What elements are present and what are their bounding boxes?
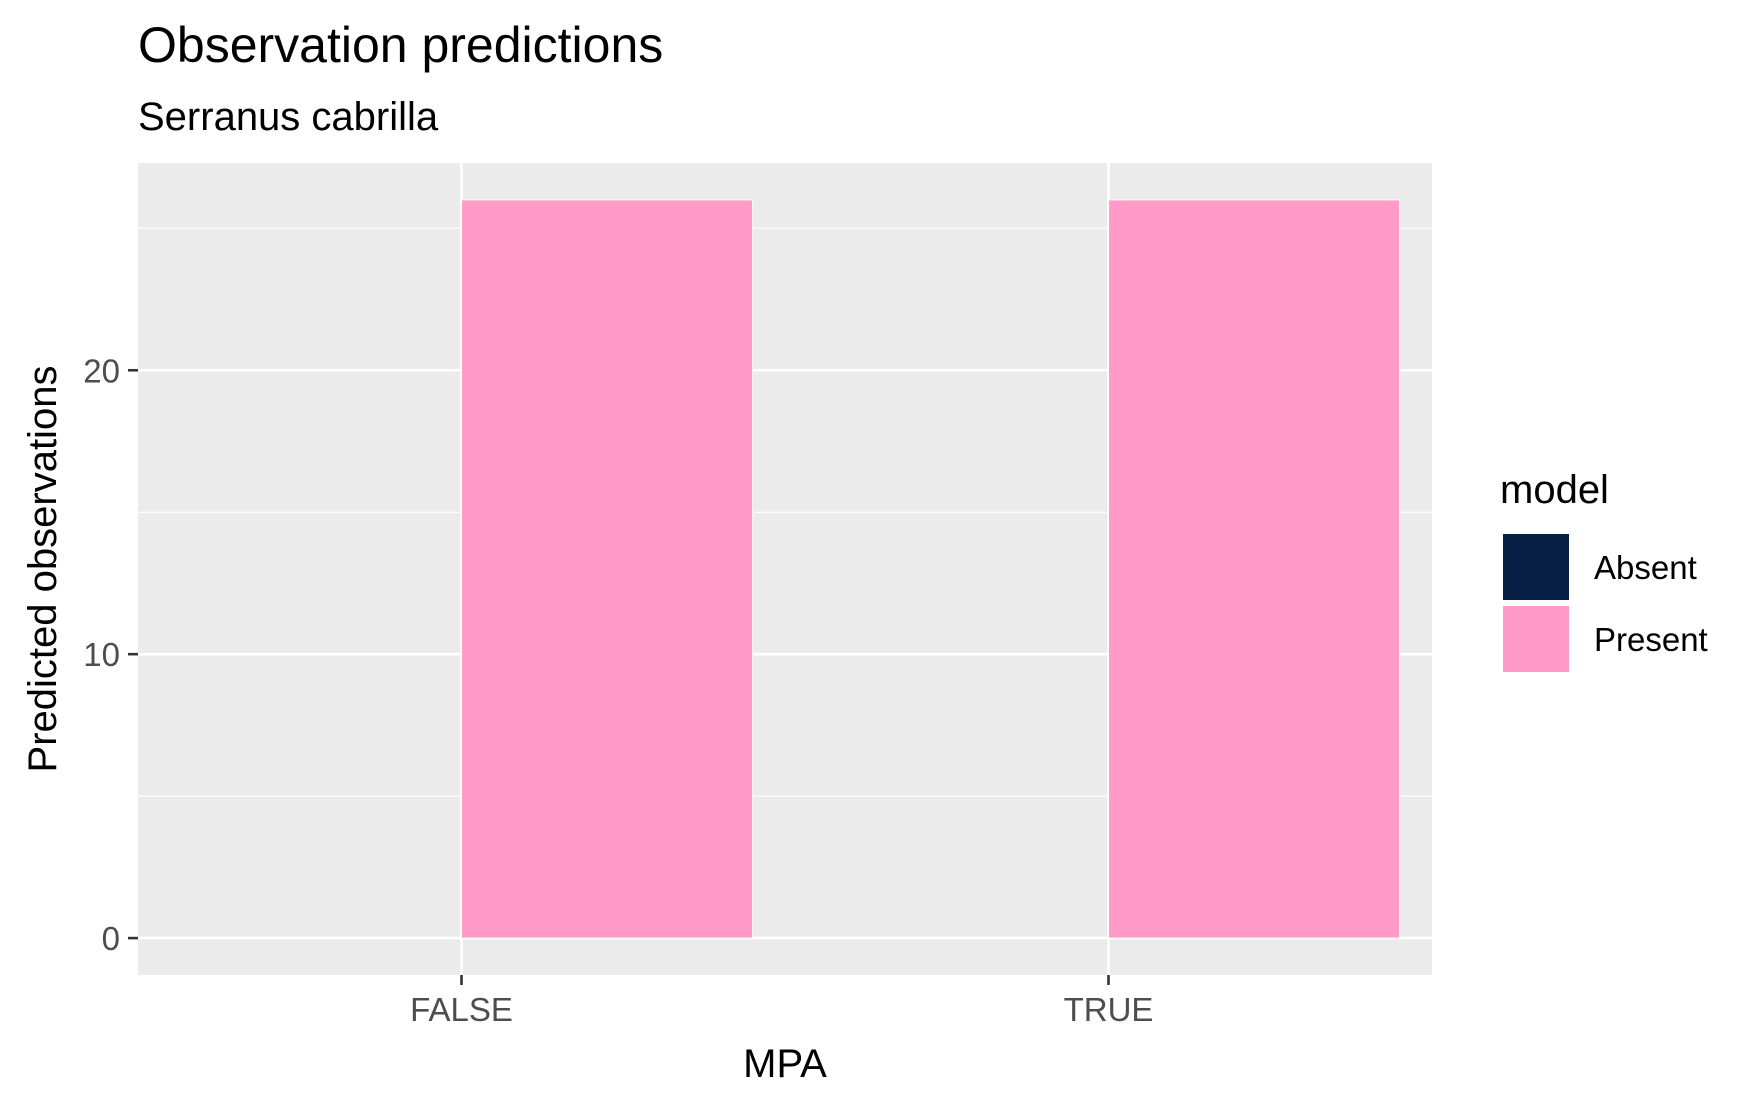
y-axis: 0 10 20 — [83, 352, 138, 957]
y-axis-title: Predicted observations — [21, 366, 65, 773]
y-tick-label: 10 — [83, 636, 120, 673]
legend-items: Absent Present — [1501, 532, 1708, 674]
x-tick-label: FALSE — [410, 991, 513, 1028]
x-axis-title: MPA — [743, 1042, 827, 1086]
chart-title: Observation predictions — [138, 17, 663, 73]
legend-label-present: Present — [1594, 621, 1708, 658]
legend-title: model — [1500, 468, 1609, 512]
bar-present-false — [461, 199, 754, 939]
x-tick-label: TRUE — [1064, 991, 1154, 1028]
chart-subtitle: Serranus cabrilla — [138, 95, 439, 139]
x-axis: FALSE TRUE — [410, 975, 1153, 1028]
legend-label-absent: Absent — [1594, 549, 1697, 586]
legend: model Absent Present — [1500, 468, 1708, 674]
y-tick-label: 0 — [102, 920, 120, 957]
legend-key-present — [1501, 604, 1571, 674]
bars — [461, 199, 1401, 939]
bar-present-true — [1108, 199, 1401, 939]
y-tick-label: 20 — [83, 352, 120, 389]
legend-key-absent — [1501, 532, 1571, 602]
